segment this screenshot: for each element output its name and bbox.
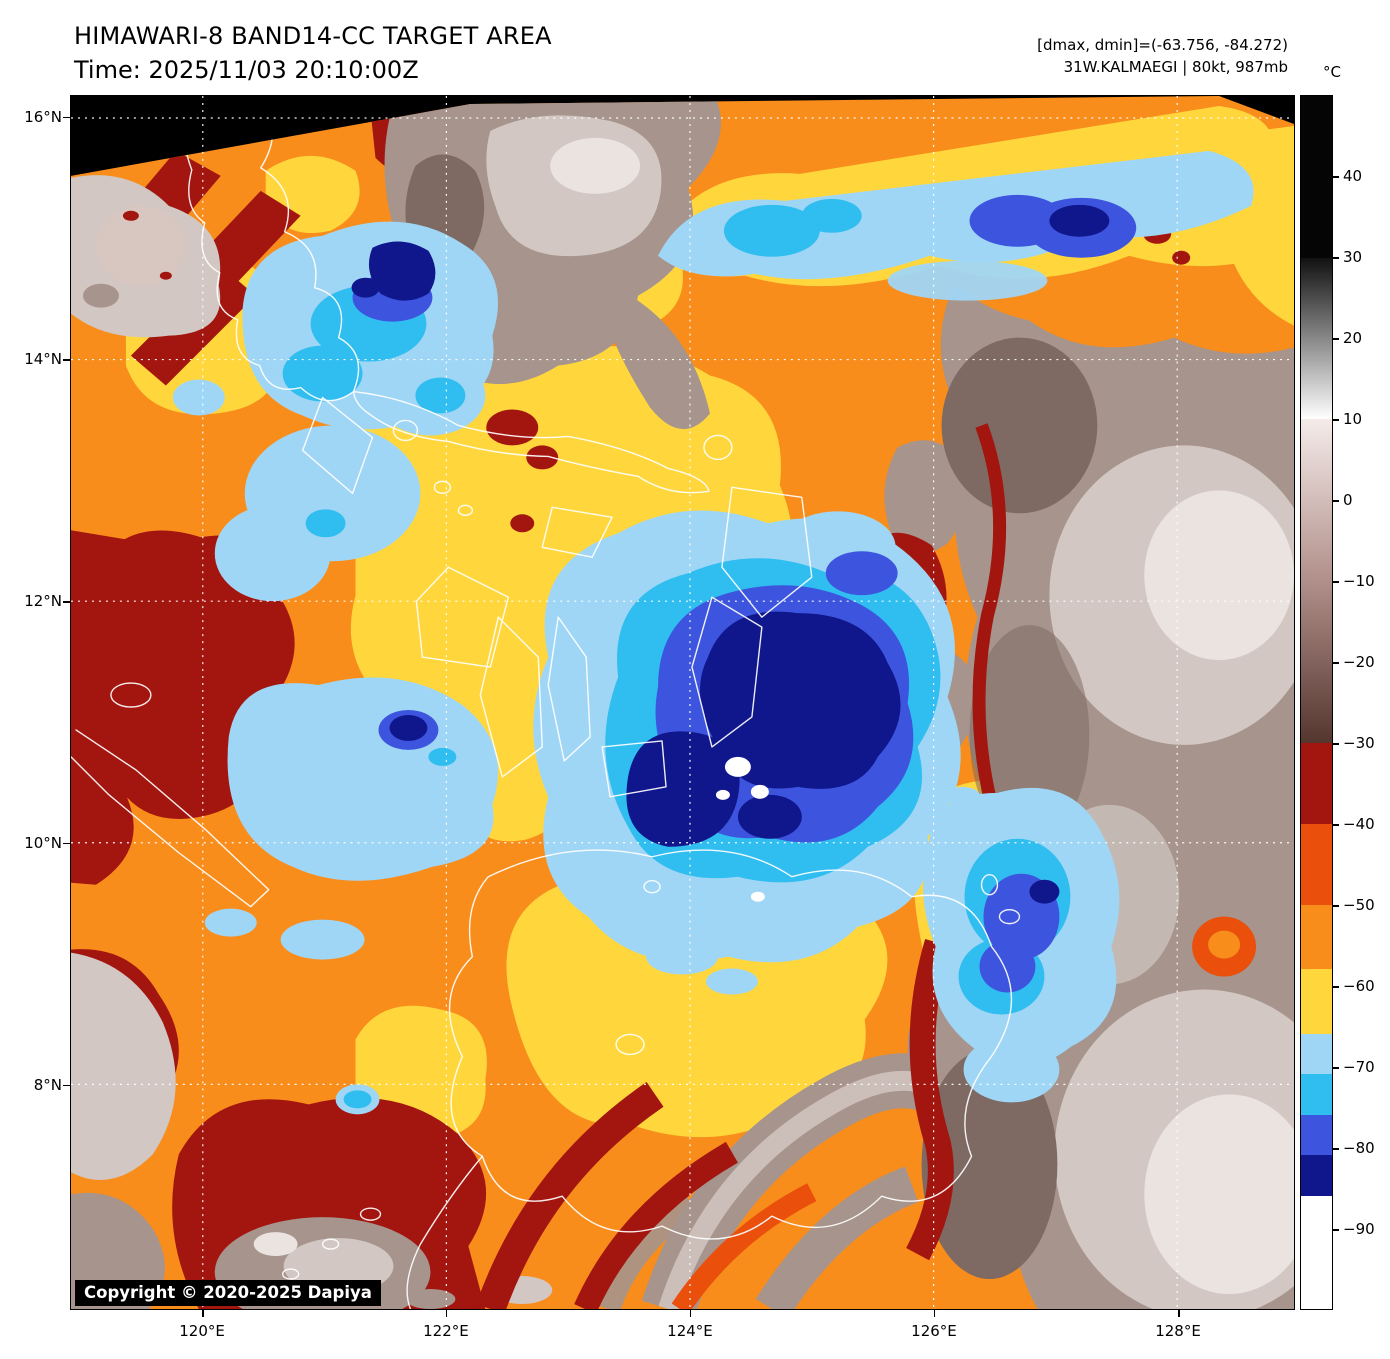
colorbar-tick-label: −40 (1343, 815, 1375, 833)
lat-tick-label: 10°N (24, 833, 62, 852)
colorbar-segment (1301, 1155, 1332, 1196)
lat-tick-label: 14°N (24, 350, 62, 369)
graticule (71, 96, 1294, 1309)
lon-tick-mark (1178, 1310, 1180, 1317)
colorbar-gradient (1301, 96, 1332, 1309)
lat-tick-label: 8°N (33, 1075, 62, 1094)
lat-tick-label: 12°N (24, 592, 62, 611)
colorbar-tick-label: −60 (1343, 977, 1375, 995)
colorbar-tick-mark (1333, 581, 1339, 583)
colorbar-tick-label: −80 (1343, 1139, 1375, 1157)
colorbar-tick-label: −30 (1343, 734, 1375, 752)
colorbar-tick-mark (1333, 338, 1339, 340)
lon-tick-mark (202, 1310, 204, 1317)
coastlines (71, 96, 1021, 1309)
lat-tick-mark (63, 359, 70, 361)
colorbar-tick-label: −70 (1343, 1058, 1375, 1076)
colorbar-tick-label: 20 (1343, 329, 1363, 347)
lat-tick-label: 16°N (24, 107, 62, 126)
colorbar-tick-label: 10 (1343, 410, 1363, 428)
colorbar-tick-mark (1333, 176, 1339, 178)
lat-tick-mark (63, 1084, 70, 1087)
lon-tick-mark (445, 1310, 448, 1317)
colorbar-segment (1301, 904, 1332, 970)
lon-tick-label: 124°E (667, 1322, 713, 1340)
lon-tick-mark (689, 1310, 692, 1317)
satellite-map: Copyright © 2020-2025 Dapiya (70, 95, 1295, 1310)
colorbar-segment (1301, 1195, 1332, 1309)
colorbar-tick-mark (1333, 500, 1339, 502)
colorbar-tick-mark (1333, 1067, 1339, 1069)
copyright-label: Copyright © 2020-2025 Dapiya (75, 1280, 381, 1306)
colorbar-tick-label: −90 (1343, 1220, 1375, 1238)
colorbar-unit-label: °C (1323, 63, 1341, 81)
lon-tick-label: 126°E (911, 1322, 957, 1340)
timestamp-label: Time: 2025/11/03 20:10:00Z (74, 56, 419, 84)
colorbar (1300, 95, 1333, 1310)
colorbar-segment (1301, 742, 1332, 824)
colorbar-tick-label: −20 (1343, 653, 1375, 671)
colorbar-tick-label: 30 (1343, 248, 1363, 266)
dmax-dmin-label: [dmax, dmin]=(-63.756, -84.272) (1037, 36, 1288, 54)
lat-tick-mark (63, 601, 70, 603)
lat-tick-mark (63, 842, 70, 845)
cold-convection-layer (172, 150, 1254, 1115)
colorbar-tick-mark (1333, 257, 1339, 259)
colorbar-tick-label: −10 (1343, 572, 1375, 590)
colorbar-segment (1301, 1033, 1332, 1075)
storm-info-label: 31W.KALMAEGI | 80kt, 987mb (1063, 58, 1288, 76)
satellite-image (71, 96, 1294, 1309)
colorbar-tick-mark (1333, 1229, 1339, 1231)
colorbar-tick-mark (1333, 824, 1339, 826)
colorbar-tick-label: −50 (1343, 896, 1375, 914)
lon-tick-label: 120°E (179, 1322, 225, 1340)
lat-tick-mark (63, 116, 70, 119)
colorbar-tick-label: 40 (1343, 167, 1363, 185)
colorbar-tick-mark (1333, 419, 1339, 421)
lon-tick-label: 128°E (1155, 1322, 1201, 1340)
colorbar-tick-mark (1333, 662, 1339, 664)
colorbar-tick-mark (1333, 905, 1339, 907)
colorbar-segment (1301, 96, 1332, 258)
colorbar-tick-mark (1333, 1148, 1339, 1150)
colorbar-segment (1301, 257, 1332, 420)
colorbar-segment (1301, 969, 1332, 1034)
lon-tick-label: 122°E (423, 1322, 469, 1340)
lon-tick-mark (933, 1310, 936, 1317)
colorbar-segment (1301, 1114, 1332, 1156)
colorbar-tick-mark (1333, 986, 1339, 988)
colorbar-segment (1301, 419, 1332, 743)
colorbar-segment (1301, 823, 1332, 905)
colorbar-segment (1301, 1074, 1332, 1115)
colorbar-tick-label: 0 (1343, 491, 1353, 509)
colorbar-tick-mark (1333, 743, 1339, 745)
page-title: HIMAWARI-8 BAND14-CC TARGET AREA (74, 22, 552, 50)
